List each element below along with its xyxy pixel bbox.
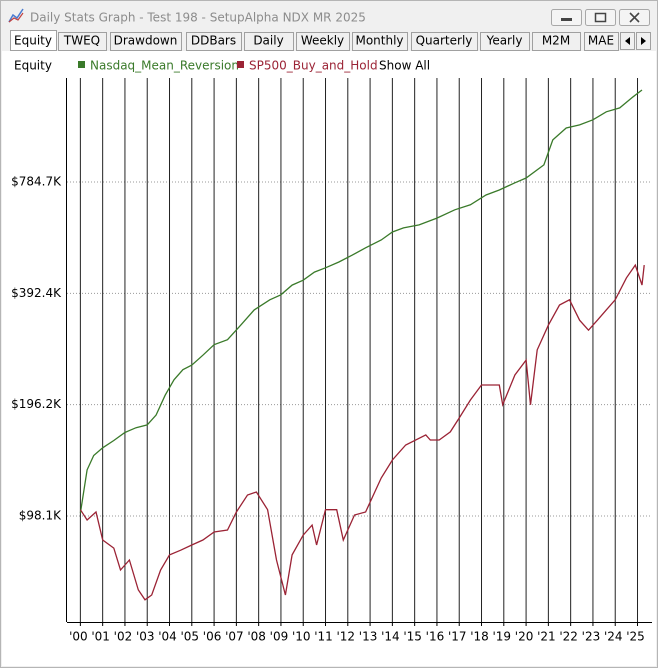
x-tick-label: '00 (69, 630, 88, 644)
x-tick-label: '19 (493, 630, 512, 644)
minimize-button[interactable] (551, 9, 582, 26)
tab[interactable] (584, 32, 619, 51)
window-title: Daily Stats Graph - Test 198 - SetupAlph… (30, 11, 366, 25)
tab-label: Monthly (355, 34, 403, 48)
tab[interactable] (244, 32, 294, 51)
x-tick-label: '04 (158, 630, 177, 644)
x-tick-label: '12 (337, 630, 356, 644)
x-tick-label: '11 (314, 630, 333, 644)
tab-label: M2M (542, 34, 570, 48)
legend-entry[interactable]: SP500_Buy_and_Hold (249, 59, 378, 73)
x-tick-label: '08 (247, 630, 266, 644)
equity-line (79, 89, 643, 514)
tab[interactable] (10, 30, 57, 51)
x-tick-label: '22 (559, 630, 578, 644)
x-tick-label: '18 (470, 630, 489, 644)
app-icon (8, 8, 24, 23)
tab-label: Equity (14, 34, 52, 48)
y-tick-label: $392.4K (11, 286, 62, 300)
legend-label: Equity (14, 59, 52, 73)
y-tick-label: $784.7K (11, 175, 62, 189)
x-tick-label: '23 (582, 630, 601, 644)
maximize-button[interactable] (585, 9, 616, 26)
x-tick-label: '20 (515, 630, 534, 644)
tab[interactable] (480, 32, 530, 51)
minimize-icon (561, 18, 572, 21)
show-all[interactable]: Show All (379, 59, 430, 73)
x-tick-label: '25 (626, 630, 645, 644)
tab[interactable] (296, 32, 350, 51)
tab-strip: Equity TWEQ Drawdown DDBars Daily Weekly Month… (10, 30, 619, 51)
x-tick-label: '24 (604, 630, 623, 644)
legend-entry[interactable]: Nasdaq_Mean_Reversion (90, 59, 239, 73)
tab-label: Quarterly (416, 34, 473, 48)
x-tick-label: '17 (448, 630, 467, 644)
x-tick-label: '02 (114, 630, 133, 644)
x-tick-label: '10 (292, 630, 311, 644)
tab-label: Daily (253, 34, 283, 48)
tab[interactable] (411, 32, 478, 51)
tab-label: MAE (588, 34, 614, 48)
tab-label: TWEQ (63, 34, 100, 48)
tab-label: Drawdown (114, 34, 178, 48)
close-icon (629, 12, 640, 23)
x-tick-label: '07 (225, 630, 244, 644)
content-area (2, 51, 656, 666)
tab[interactable] (352, 32, 408, 51)
plot: $98.1K$196.2K$392.4K$784.7K'00'01'02'03 '… (11, 78, 652, 644)
x-tick-label: '21 (537, 630, 556, 644)
tab[interactable] (58, 32, 107, 51)
x-tick-label: '03 (136, 630, 155, 644)
x-tick-label: '15 (403, 630, 422, 644)
tab-label: Yearly (486, 34, 523, 48)
app-icon-red (8, 12, 24, 23)
legend-swatch (78, 61, 85, 68)
x-tick-label: '16 (426, 630, 445, 644)
x-tick-label: '14 (381, 630, 400, 644)
equity-line (79, 263, 645, 601)
legend-swatch (237, 61, 244, 68)
x-tick-label: '01 (91, 630, 110, 644)
x-tick-label: '05 (181, 630, 200, 644)
tab-label: Weekly (301, 34, 344, 48)
tab-scroll-right-icon (641, 37, 646, 45)
tab-scroll-left-icon (625, 37, 630, 45)
x-tick-label: '13 (359, 630, 378, 644)
y-tick-label: $196.2K (11, 397, 62, 411)
tab[interactable] (186, 32, 242, 51)
y-tick-label: $98.1K (19, 508, 62, 522)
legend: Nasdaq_Mean_Reversion SP500_Buy_and_Hold (78, 59, 378, 73)
x-tick-label: '09 (270, 630, 289, 644)
x-tick-label: '06 (203, 630, 222, 644)
maximize-icon (594, 12, 607, 23)
tab[interactable] (532, 32, 581, 51)
tab[interactable] (110, 32, 182, 51)
tab-label: DDBars (191, 34, 236, 48)
